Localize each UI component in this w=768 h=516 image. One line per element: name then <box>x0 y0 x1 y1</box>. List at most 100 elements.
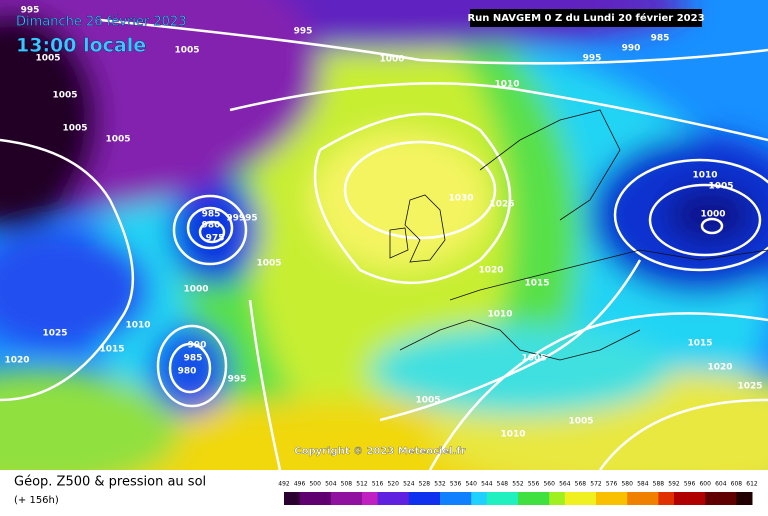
colorbar-swatch <box>377 492 394 505</box>
colorbar-label: 532 <box>434 481 446 488</box>
isobar-label: 1000 <box>379 55 404 65</box>
run-info: Run NAVGEM 0 Z du Lundi 20 février 2023 <box>467 12 704 24</box>
run-box <box>470 9 702 27</box>
isobar-label: 985 <box>184 354 203 364</box>
colorbar-label: 556 <box>528 481 540 488</box>
isobar-label: 1005 <box>62 124 87 134</box>
colorbar-label: 604 <box>715 481 727 488</box>
isobar-label: 1000 <box>700 210 725 220</box>
colorbar-label: 600 <box>699 481 711 488</box>
colorbar-label: 544 <box>481 481 493 488</box>
colorbar-label: 512 <box>356 481 368 488</box>
colorbar-swatch <box>486 492 503 505</box>
isobar-label: 990 <box>622 44 641 54</box>
colorbar-swatch <box>658 492 675 505</box>
isobar-label: 1020 <box>707 363 732 373</box>
colorbar-label: 548 <box>497 481 509 488</box>
isobar-label: 995 <box>21 6 40 16</box>
colorbar-label: 584 <box>637 481 649 488</box>
isobar-label: 1015 <box>687 339 712 349</box>
colorbar-label: 552 <box>512 481 524 488</box>
colorbar-swatch <box>315 492 332 505</box>
colorbar-label: 504 <box>325 481 337 488</box>
colorbar-label: 576 <box>606 481 618 488</box>
isobar-label: 985 <box>651 34 670 44</box>
colorbar-label: 612 <box>746 481 758 488</box>
colorbar-label: 564 <box>559 481 571 488</box>
isobar-label: 1020 <box>4 356 29 366</box>
isobar-label: 1005 <box>52 91 77 101</box>
isobar-label: 1020 <box>478 266 503 276</box>
isobar-label: 975 <box>206 234 225 244</box>
isobar-labels: 995 995 1005 1005 1000 1005 1005 1005 985 990 995 1… <box>4 6 762 440</box>
colorbar-label: 516 <box>372 481 384 488</box>
colorbar-swatch <box>330 492 347 505</box>
isobar-label: 1005 <box>415 396 440 406</box>
isobar-label: 1000 <box>183 285 208 295</box>
colorbar-swatch <box>440 492 457 505</box>
colorbar-label: 496 <box>294 481 306 488</box>
colorbar-label: 608 <box>731 481 743 488</box>
colorbar-label: 508 <box>341 481 353 488</box>
colorbar-swatch <box>596 492 613 505</box>
isobar-label: 1030 <box>448 194 473 204</box>
colorbar-label: 592 <box>668 481 680 488</box>
isobar-label: 985 <box>202 210 221 220</box>
colorbar-swatch <box>471 492 488 505</box>
colorbar-label: 524 <box>403 481 415 488</box>
isobar-label: 1015 <box>524 279 549 289</box>
colorbar-swatch <box>299 492 316 505</box>
colorbar-label: 580 <box>621 481 633 488</box>
local-time: 13:00 locale <box>16 35 146 57</box>
colorbar-swatch <box>408 492 425 505</box>
colorbar-swatch <box>284 492 301 505</box>
colorbar-swatch <box>689 492 706 505</box>
isobar-label: 1005 <box>708 182 733 192</box>
isobar-label: 1025 <box>737 382 762 392</box>
isobar-label: 1010 <box>487 310 512 320</box>
isobar-label: 1025 <box>489 200 514 210</box>
colorbar-swatch <box>346 492 363 505</box>
isobar-label: 990 <box>188 341 207 351</box>
colorbar-label: 536 <box>450 481 462 488</box>
colorbar-label: 596 <box>684 481 696 488</box>
colorbar-swatch <box>627 492 644 505</box>
isobar-label: 1010 <box>494 80 519 90</box>
colorbar-swatch <box>533 492 550 505</box>
isobar-label: 1015 <box>99 345 124 355</box>
colorbar-swatch <box>642 492 659 505</box>
isobar-label: 1010 <box>125 321 150 331</box>
isobar-label: 980 <box>202 221 221 231</box>
footer-lead: (+ 156h) <box>14 495 59 506</box>
colorbar-swatch <box>674 492 691 505</box>
isobar-label: 1005 <box>256 259 281 269</box>
copyright: Copyright © 2023 Meteociel.fr <box>294 446 465 457</box>
colorbar-label: 568 <box>575 481 587 488</box>
colorbar-label: 572 <box>590 481 602 488</box>
isobar-label: 1025 <box>42 329 67 339</box>
colorbar-swatch <box>362 492 379 505</box>
isobar-label: 1005 <box>521 354 546 364</box>
isobar-label: 980 <box>178 367 197 377</box>
colorbar-swatch <box>580 492 597 505</box>
isobar-label: 995 <box>583 54 602 64</box>
isobar-label: 1005 <box>568 417 593 427</box>
colorbar-swatch <box>455 492 472 505</box>
colorbar-swatch <box>549 492 566 505</box>
colorbar-label: 588 <box>653 481 665 488</box>
colorbar-swatch <box>720 492 737 505</box>
colorbar-label: 492 <box>278 481 290 488</box>
isobar-label: 1005 <box>35 54 60 64</box>
colorbar-swatch <box>564 492 581 505</box>
colorbar-swatch <box>502 492 519 505</box>
colorbar-swatch <box>393 492 410 505</box>
isobar-label: 995 <box>228 375 247 385</box>
colorbar-swatch <box>611 492 628 505</box>
isobar-label: 995 <box>294 27 313 37</box>
isobar-label: 1010 <box>692 171 717 181</box>
isobar-label: 1010 <box>500 430 525 440</box>
isobar-label: 1005 <box>174 46 199 56</box>
